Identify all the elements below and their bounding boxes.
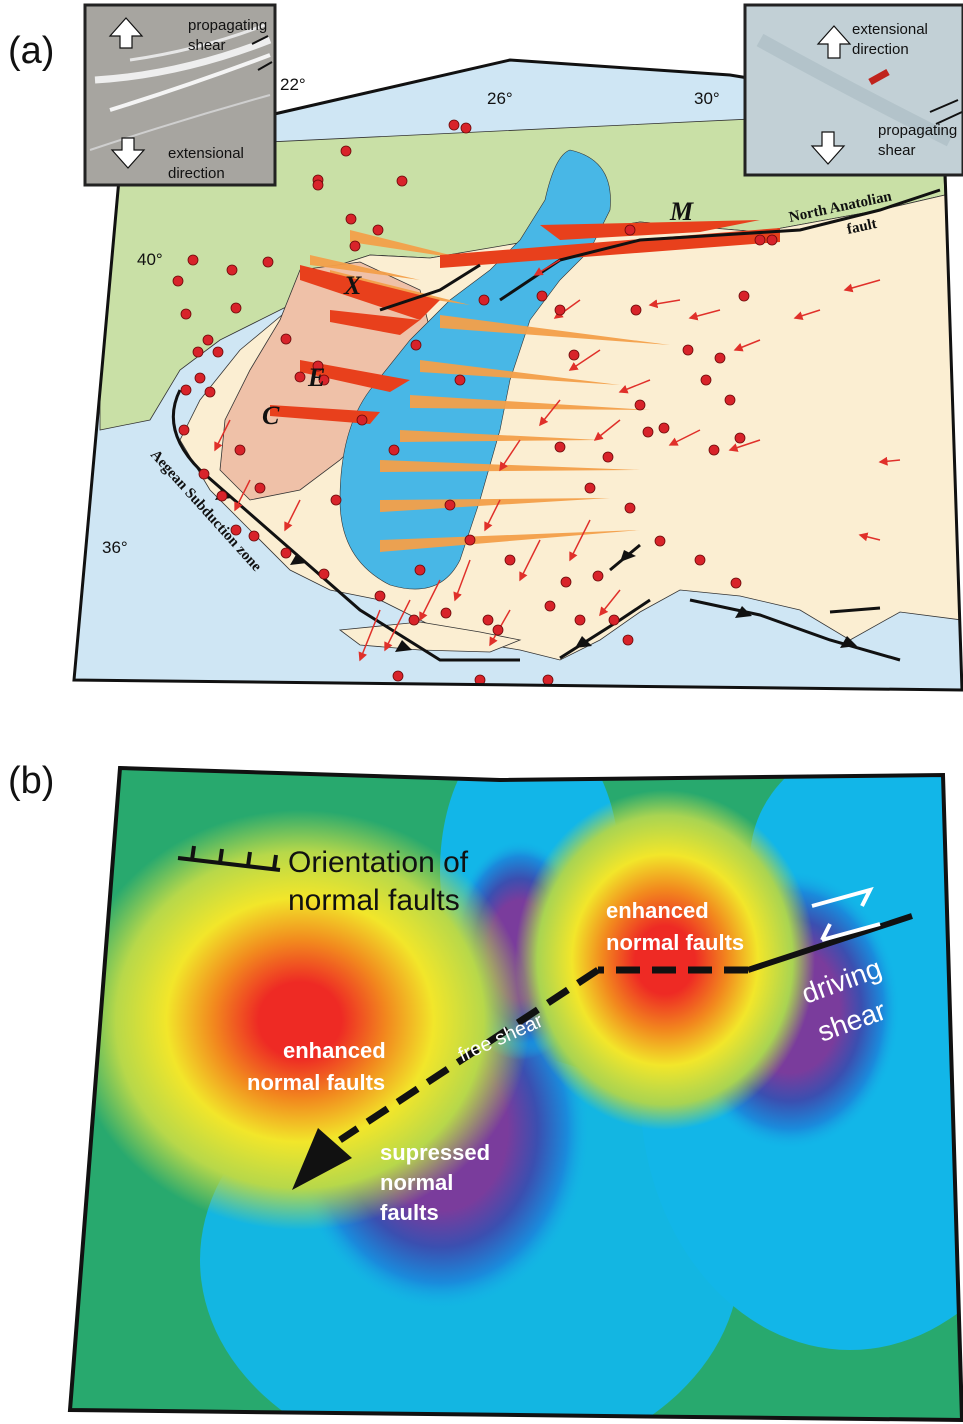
lon-tick-22: 22° xyxy=(280,75,306,94)
lon-tick-26: 26° xyxy=(487,89,513,108)
inset-left-shear-icon xyxy=(251,35,273,71)
driving-shear-icon xyxy=(811,886,881,942)
orange-fans xyxy=(310,230,670,552)
inset-right-shear-icon xyxy=(929,99,963,125)
inset-right-crack xyxy=(868,68,890,86)
letter-c: C xyxy=(262,401,280,430)
lat-tick-40: 40° xyxy=(137,250,163,269)
enhanced-left-1: enhanced xyxy=(283,1038,386,1063)
velocity-arrows xyxy=(214,259,901,662)
inset-left-up-arrow-icon xyxy=(108,17,144,49)
enhanced-right-1: enhanced xyxy=(606,898,709,923)
propagation-arrow-icon xyxy=(292,1128,352,1190)
lat-tick-36: 36° xyxy=(102,538,128,557)
inset-left-ext-text-1: extensional xyxy=(168,145,244,162)
supressed-2: normal xyxy=(380,1170,453,1195)
legend-text-1: Orientation of xyxy=(288,846,469,879)
stress-frame xyxy=(67,765,963,1423)
inset-right-down-arrow-icon xyxy=(810,131,846,165)
inset-left-shear-text-2: shear xyxy=(188,37,226,54)
supressed-1: supressed xyxy=(380,1140,490,1165)
letter-e: E xyxy=(307,363,325,392)
fault-trace xyxy=(292,913,913,1190)
supressed-3: faults xyxy=(380,1200,439,1225)
seismicity-dots xyxy=(172,78,778,686)
inset-right-ext-text-1: extensional xyxy=(852,21,928,38)
inset-right-shear-text-1: propagating xyxy=(878,122,957,139)
inset-right: extensional direction propagating shear xyxy=(743,3,963,177)
legend-text-2: normal faults xyxy=(288,884,460,917)
inset-left-shear-text-1: propagating xyxy=(188,17,267,34)
inset-right-up-arrow-icon xyxy=(816,25,852,59)
driving-shear-segment xyxy=(747,913,913,973)
stress-field-panel xyxy=(70,768,962,1420)
inset-left: propagating shear extensional direction xyxy=(83,3,277,187)
inset-left-down-arrow-icon xyxy=(110,137,146,169)
inset-right-shear-text-2: shear xyxy=(878,142,916,159)
free-shear-segment xyxy=(338,967,600,1143)
inset-right-ext-text-2: direction xyxy=(852,41,909,58)
inset-left-ext-text-2: direction xyxy=(168,165,225,182)
fault-name-label-2: fault xyxy=(846,216,879,238)
panel-a-label: (a) xyxy=(8,30,55,72)
enhanced-left-2: normal faults xyxy=(247,1070,385,1095)
panel-b-label: (b) xyxy=(8,760,55,802)
letter-m: M xyxy=(669,197,694,226)
enhanced-right-2: normal faults xyxy=(606,930,744,955)
lon-tick-30: 30° xyxy=(694,89,720,108)
letter-x: X xyxy=(343,271,362,300)
normal-fault-legend-icon xyxy=(177,845,281,872)
